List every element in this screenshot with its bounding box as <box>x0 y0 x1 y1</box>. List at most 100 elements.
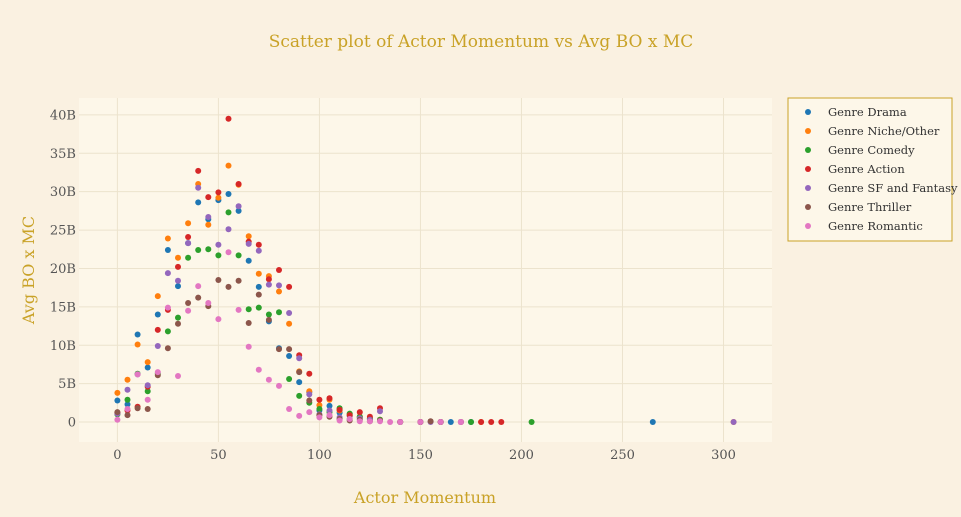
data-point <box>255 291 262 298</box>
data-point <box>296 412 303 419</box>
data-point <box>215 241 222 248</box>
data-point <box>134 371 141 378</box>
data-point <box>215 194 222 201</box>
x-tick-label: 100 <box>307 448 332 463</box>
data-point <box>185 220 192 227</box>
data-point <box>195 167 202 174</box>
grid <box>79 98 772 442</box>
legend-marker <box>805 185 811 191</box>
data-point <box>306 409 313 416</box>
legend-label: Genre SF and Fantasy <box>828 181 958 195</box>
data-point <box>296 369 303 376</box>
data-point <box>296 379 303 386</box>
data-point <box>175 254 181 261</box>
data-point <box>185 234 192 240</box>
data-point <box>124 396 131 403</box>
data-point <box>265 276 272 283</box>
legend-label: Genre Action <box>828 162 905 176</box>
data-point <box>124 412 131 419</box>
y-tick-label: 0 <box>68 416 76 431</box>
data-point <box>235 277 242 284</box>
data-point <box>114 397 121 404</box>
data-point <box>175 277 181 284</box>
legend-items: Genre Drama Genre Niche/Other Genre Comedy… <box>805 105 958 233</box>
x-axis-title: Actor Momentum <box>353 488 496 507</box>
data-point <box>185 307 192 314</box>
data-point <box>316 414 323 421</box>
data-point <box>286 320 293 327</box>
data-point <box>195 247 202 253</box>
data-point <box>154 326 161 333</box>
data-point <box>447 419 454 425</box>
data-point <box>427 418 434 425</box>
data-point <box>286 353 293 359</box>
data-point <box>215 189 222 196</box>
data-point <box>265 281 272 288</box>
legend-marker <box>805 109 811 115</box>
data-point <box>245 257 252 264</box>
data-point <box>235 306 242 313</box>
data-point <box>488 419 495 425</box>
y-tick-label: 10B <box>50 339 76 354</box>
legend-marker <box>805 147 811 153</box>
data-point <box>296 355 303 362</box>
data-point <box>316 396 323 403</box>
data-point <box>336 417 343 424</box>
data-point <box>468 419 474 425</box>
data-point <box>114 416 121 423</box>
data-point <box>124 376 131 383</box>
y-tick-label: 25B <box>50 224 76 239</box>
data-point <box>730 419 737 425</box>
data-point <box>276 382 282 389</box>
data-point <box>215 252 222 259</box>
data-point <box>417 419 424 425</box>
data-point <box>225 283 232 290</box>
y-tick-label: 35B <box>50 147 76 162</box>
data-point <box>377 418 383 425</box>
data-point <box>255 304 262 311</box>
data-point <box>185 240 192 247</box>
x-tick-label: 300 <box>711 448 736 463</box>
legend-box <box>787 97 953 242</box>
data-point <box>144 359 151 366</box>
data-point <box>255 283 262 290</box>
data-point <box>366 418 373 425</box>
data-point <box>185 300 192 306</box>
data-point <box>296 392 303 399</box>
data-point <box>124 386 131 393</box>
x-tick-label: 0 <box>113 448 121 463</box>
x-axis-ticks: 0 50 100 150 200 250 300 <box>113 448 736 463</box>
data-point <box>134 331 141 338</box>
data-point <box>175 263 181 270</box>
legend-label: Genre Romantic <box>828 219 923 233</box>
data-point <box>356 418 363 425</box>
data-point <box>437 419 444 425</box>
legend-marker <box>805 223 811 229</box>
data-point <box>195 294 202 301</box>
data-point <box>195 199 202 206</box>
data-point <box>175 283 181 290</box>
y-tick-label: 30B <box>50 185 76 200</box>
data-point <box>286 346 293 353</box>
data-point <box>205 300 212 306</box>
data-point <box>498 419 505 425</box>
y-tick-label: 20B <box>50 262 76 277</box>
data-point <box>306 397 313 404</box>
data-point <box>154 343 161 349</box>
legend-label: Genre Comedy <box>828 143 915 157</box>
data-point <box>175 314 181 321</box>
legend-label: Genre Niche/Other <box>828 124 940 138</box>
data-point <box>245 320 252 326</box>
data-point <box>276 282 282 289</box>
data-point <box>164 345 171 352</box>
data-point <box>346 416 353 422</box>
data-point <box>316 406 323 412</box>
data-point <box>215 316 222 323</box>
data-point <box>245 233 252 240</box>
data-point <box>336 406 343 413</box>
data-point <box>195 283 202 290</box>
data-point <box>306 391 313 398</box>
data-point <box>276 346 282 353</box>
data-point <box>377 408 383 415</box>
data-point <box>144 406 151 412</box>
